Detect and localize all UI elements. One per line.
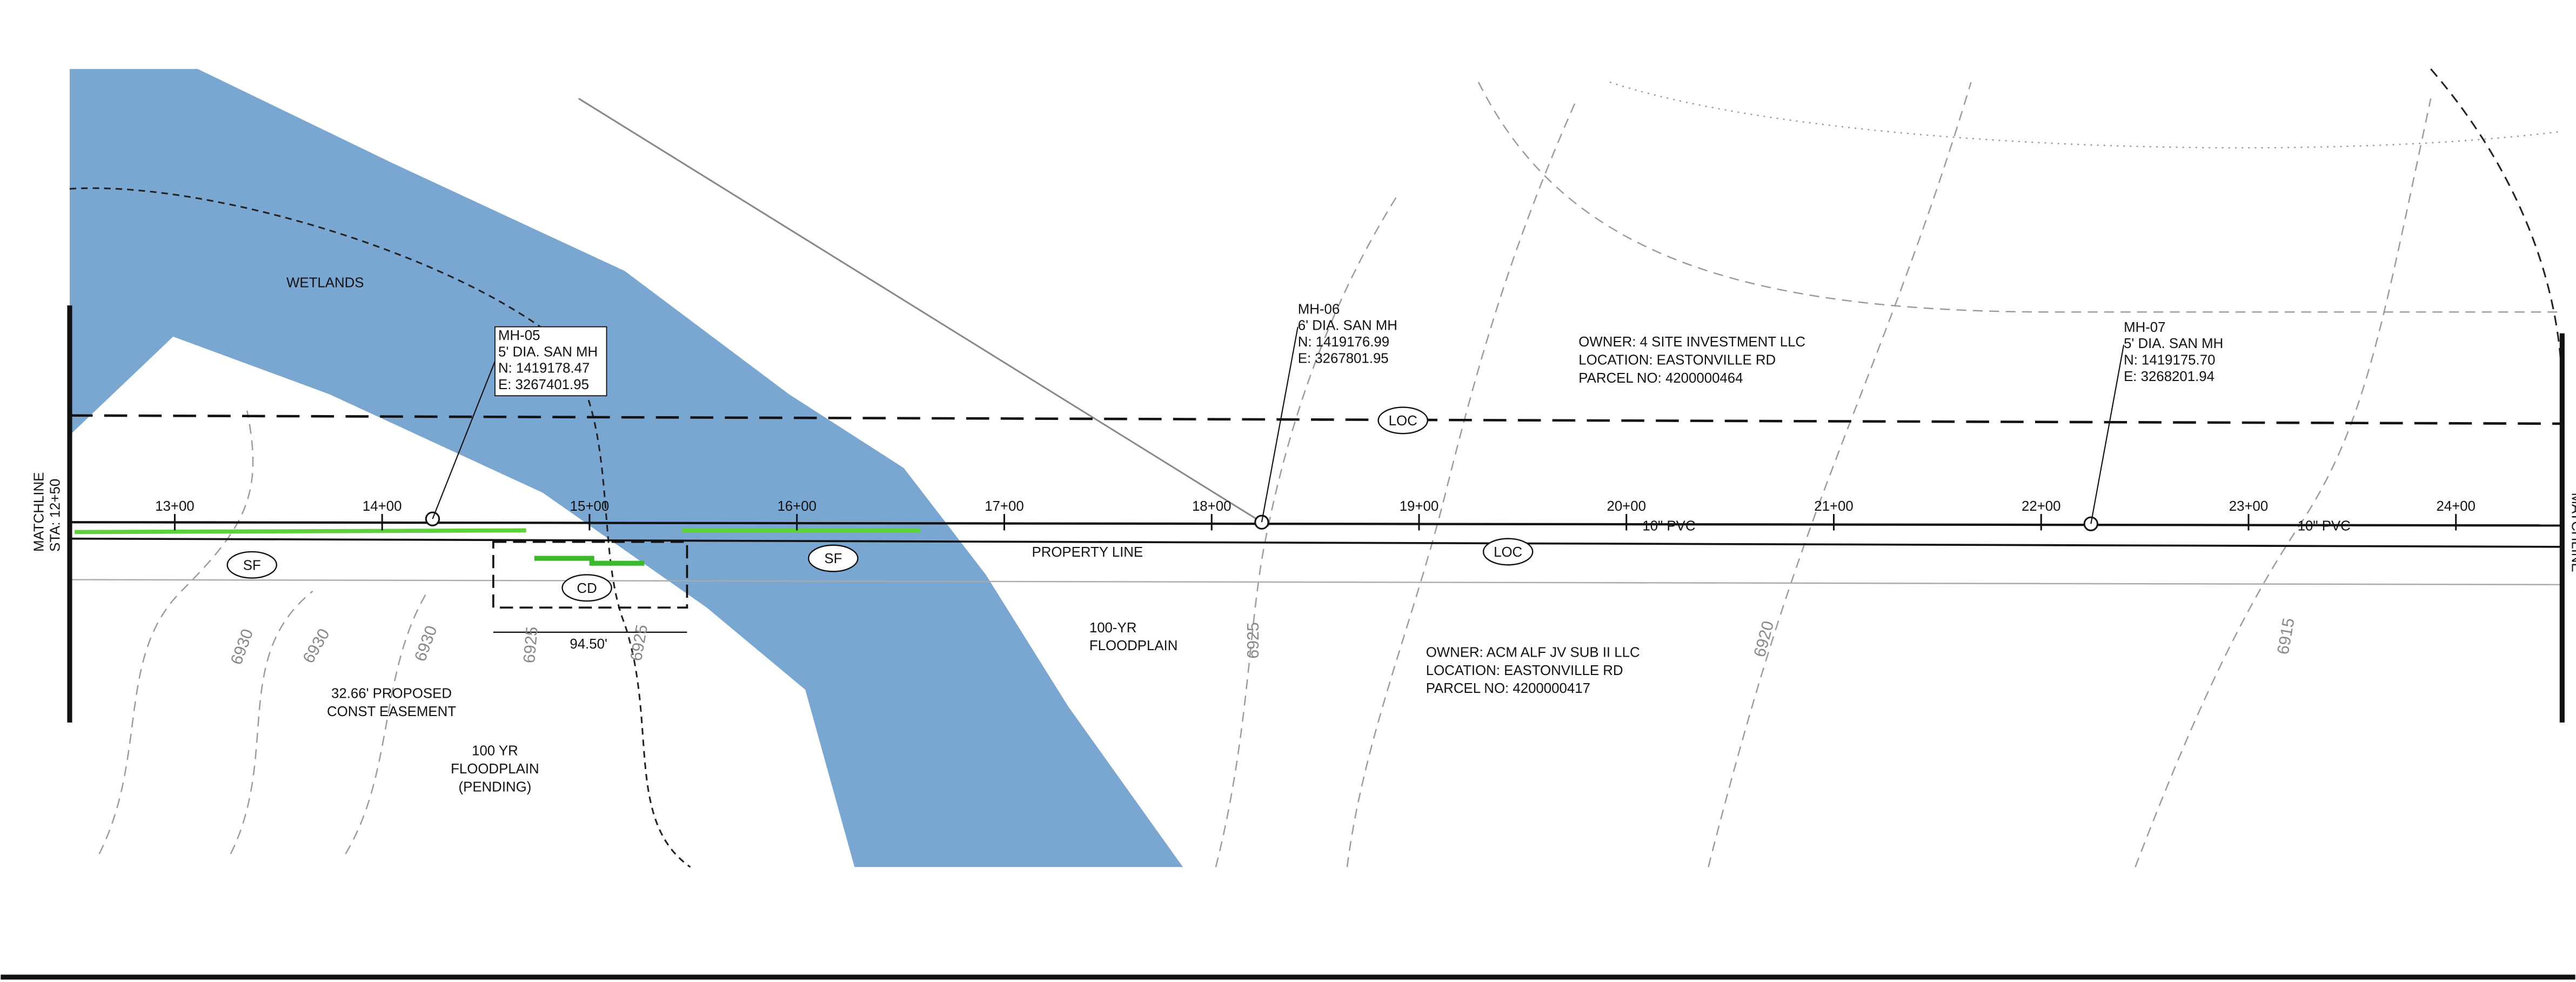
manhole-label: E: 3267401.95 bbox=[498, 377, 589, 392]
station-label: 24+00 bbox=[2437, 499, 2476, 514]
floodplain-label: FLOODPLAIN bbox=[1089, 638, 1178, 653]
matchline-label: STA: 12+50 bbox=[48, 479, 63, 552]
floodplain-label: FLOODPLAIN bbox=[451, 761, 539, 777]
contour-label: 6925 bbox=[627, 623, 651, 662]
easement-label: CONST EASEMENT bbox=[327, 704, 456, 719]
property-line bbox=[69, 537, 2562, 548]
easement-line bbox=[69, 414, 2562, 425]
manhole bbox=[1254, 515, 1269, 530]
leader bbox=[432, 352, 499, 519]
pipe-label: 10" PVC bbox=[1642, 518, 1695, 533]
station-label: 13+00 bbox=[155, 499, 195, 514]
contour-label: 6920 bbox=[1750, 619, 1777, 659]
symbol bbox=[1482, 538, 1534, 566]
row-line bbox=[69, 579, 2562, 585]
station-label: 21+00 bbox=[1814, 499, 1853, 514]
manhole-label: MH-07 bbox=[2124, 320, 2165, 335]
symbol-label: SF bbox=[243, 558, 261, 573]
symbol-label: LOC bbox=[1494, 545, 1522, 560]
matchline-label: MATCHLINE bbox=[2569, 493, 2576, 572]
owner-label: OWNER: 4 SITE INVESTMENT LLC bbox=[1578, 335, 1805, 350]
station-label: 14+00 bbox=[363, 499, 402, 514]
leader bbox=[2090, 344, 2125, 524]
leader bbox=[1261, 326, 1299, 523]
owner-label: LOCATION: EASTONVILLE RD bbox=[1578, 353, 1776, 368]
station-label: 23+00 bbox=[2229, 499, 2268, 514]
sewer-main bbox=[69, 521, 2562, 527]
manhole-label: 5' DIA. SAN MH bbox=[498, 344, 598, 359]
contour-label: 6930 bbox=[411, 623, 440, 664]
station-label: 18+00 bbox=[1192, 499, 1232, 514]
contour-label: 6930 bbox=[299, 625, 333, 666]
manhole-label: E: 3268201.94 bbox=[2124, 369, 2214, 384]
contour-label: 6925 bbox=[520, 626, 541, 664]
symbol-label: SF bbox=[824, 551, 842, 566]
station-label: 16+00 bbox=[777, 499, 817, 514]
owner-label: LOCATION: EASTONVILLE RD bbox=[1426, 663, 1623, 678]
label-box bbox=[494, 326, 607, 397]
symbol bbox=[561, 574, 612, 602]
contour-label: 6915 bbox=[2274, 617, 2298, 656]
symbol-label: CD bbox=[577, 581, 597, 596]
manhole-label: N: 1419178.47 bbox=[498, 361, 590, 376]
station-label: 15+00 bbox=[570, 499, 610, 514]
manhole-label: E: 3267801.95 bbox=[1298, 351, 1389, 366]
station-label: 22+00 bbox=[2022, 499, 2060, 514]
station-label: 19+00 bbox=[1400, 499, 1439, 514]
contour-label: 6925 bbox=[1244, 622, 1262, 659]
manhole-label: MH-05 bbox=[498, 328, 540, 343]
owner-label: OWNER: ACM ALF JV SUB II LLC bbox=[1426, 645, 1640, 660]
station-label: 17+00 bbox=[985, 499, 1024, 514]
easement-label: 32.66' PROPOSED bbox=[331, 686, 452, 701]
symbol bbox=[1377, 406, 1428, 435]
symbol bbox=[808, 544, 859, 572]
symbol bbox=[226, 551, 278, 579]
overhead-line bbox=[578, 98, 1262, 523]
manhole-label: N: 1419176.99 bbox=[1298, 335, 1389, 350]
floodplain-area bbox=[69, 69, 1183, 867]
floodplain-label: 100 YR bbox=[472, 744, 518, 759]
owner-label: PARCEL NO: 4200000464 bbox=[1578, 371, 1743, 386]
silt-fence bbox=[75, 528, 526, 535]
contour-label: 6930 bbox=[227, 626, 257, 667]
easement-box bbox=[492, 540, 688, 609]
manhole-label: 5' DIA. SAN MH bbox=[2124, 336, 2223, 351]
floodplain-label: 100-YR bbox=[1089, 620, 1137, 636]
owner-label: PARCEL NO: 4200000417 bbox=[1426, 681, 1590, 696]
floodplain-label: (PENDING) bbox=[459, 780, 532, 795]
manhole-label: 6' DIA. SAN MH bbox=[1298, 318, 1397, 333]
property-line-label: PROPERTY LINE bbox=[1032, 545, 1143, 560]
symbol-label: LOC bbox=[1389, 413, 1417, 429]
station-label: 20+00 bbox=[1607, 499, 1646, 514]
check-dam bbox=[534, 556, 645, 566]
manhole-label: N: 1419175.70 bbox=[2124, 353, 2215, 368]
dimension-label: 94.50' bbox=[570, 637, 607, 652]
matchline-label: MATCHLINE bbox=[31, 472, 46, 552]
manhole-label: MH-06 bbox=[1298, 302, 1340, 317]
wetlands-label: WETLANDS bbox=[286, 276, 364, 291]
pipe-label: 10" PVC bbox=[2298, 518, 2351, 533]
